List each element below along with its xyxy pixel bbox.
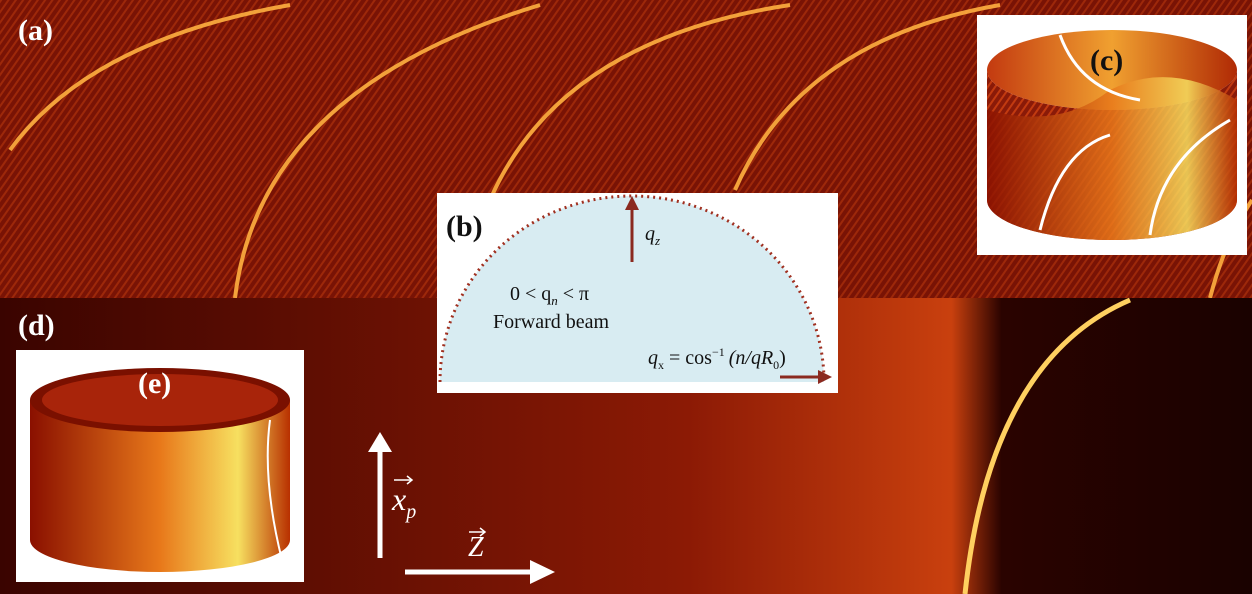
caption: Forward beam bbox=[493, 311, 610, 333]
condition-post: < π bbox=[558, 283, 589, 305]
panel-label: (e) bbox=[138, 367, 171, 400]
panel-b: (b) qz 0 < qn < π Forward beam qx = cos−… bbox=[437, 193, 838, 393]
qx-close: ) bbox=[779, 347, 786, 369]
axis-label: Z bbox=[468, 532, 484, 563]
panel-label: (b) bbox=[446, 210, 483, 243]
panel-label: (a) bbox=[18, 14, 53, 47]
condition: 0 < qn < π bbox=[510, 283, 589, 308]
panel-label: (c) bbox=[1090, 44, 1123, 77]
xp-base: x bbox=[391, 481, 406, 517]
panel-e: (e) bbox=[16, 350, 304, 582]
qx-arg: (n/qR bbox=[729, 347, 773, 369]
qz-sub: z bbox=[654, 233, 660, 248]
panel-c: (c) bbox=[977, 15, 1247, 255]
qx-eq: = cos bbox=[664, 347, 712, 369]
figure: (a) (d) xp Z (b) qz 0 < qn < π Forward b… bbox=[0, 0, 1252, 594]
panel-label: (d) bbox=[18, 309, 55, 342]
qx-sup: −1 bbox=[712, 345, 725, 359]
qx-base: q bbox=[648, 347, 658, 369]
condition-pre: 0 < q bbox=[510, 283, 551, 305]
xp-sub: p bbox=[404, 501, 416, 523]
qz-base: q bbox=[645, 223, 655, 245]
